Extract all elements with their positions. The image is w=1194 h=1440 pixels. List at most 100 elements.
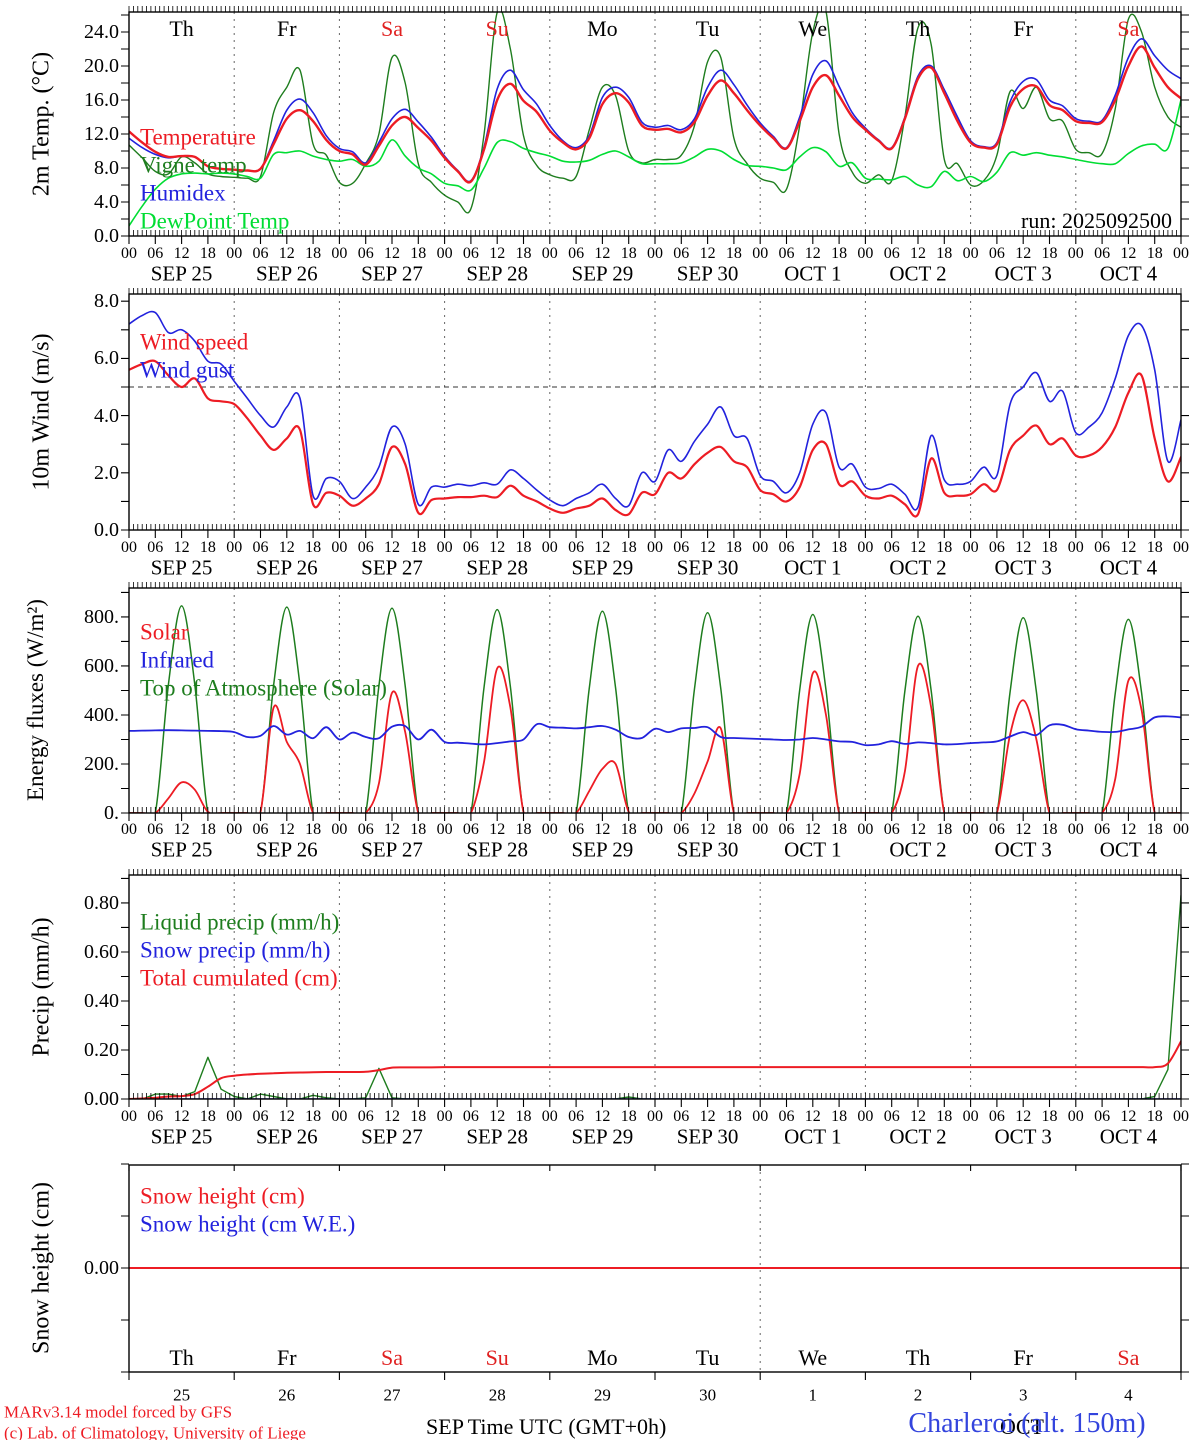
x-tick-label: 00 [1067,821,1084,838]
date-label: SEP 27 [361,1124,423,1149]
y-ticks [121,14,1189,237]
x-tick-label: 12 [489,821,506,838]
series-line-solar [129,662,1181,813]
date-label: OCT 4 [1099,837,1158,862]
six-hour-ticks [128,530,1182,538]
date-label: OCT 1 [784,837,842,862]
y-axis-title-energy: Energy fluxes (W/m²) [23,599,48,801]
x-tick-label: 06 [357,245,374,262]
x-tick-label: 00 [226,821,243,838]
x-tick-label: 00 [962,245,979,262]
x-tick-label: 00 [1173,245,1189,262]
y-tick-label: 0.80 [84,891,119,914]
x-tick-label: 12 [173,1108,190,1125]
x-tick-label: 12 [278,821,295,838]
y-axis-title-precip: Precip (mm/h) [28,917,55,1057]
x-tick-label: 06 [988,1108,1005,1125]
y-axis-title-temp: 2m Temp. (°C) [28,51,55,197]
x-tick-label: 18 [410,821,427,838]
x-tick-label: 12 [910,245,926,262]
x-tick-label: 18 [936,245,953,262]
x-tick-label: 12 [699,539,716,556]
date-label: OCT 4 [1099,555,1158,580]
day-name-label: Th [169,1345,194,1370]
x-tick-label: 18 [515,821,532,838]
x-tick-label: 00 [962,1108,979,1125]
date-label: SEP 29 [571,1124,634,1149]
legend-temp-1: Vigne temp [140,152,247,178]
x-tick-label: 18 [620,821,637,838]
x-tick-label: 12 [489,539,506,556]
x-tick-label: 00 [121,539,137,556]
series-line-top-of-atmosphere [129,605,1181,813]
run-label: run: 2025092500 [1021,208,1172,233]
date-label: OCT 1 [784,1124,842,1149]
x-tick-label: 00 [1173,1108,1189,1125]
panel-wind [121,288,1189,538]
x-tick-label: 12 [910,1108,926,1125]
date-label: OCT 1 [784,261,842,286]
date-number-label: 2 [913,1385,923,1405]
y-tick-label: 0.20 [84,1038,119,1061]
y-tick-label: 0. [104,802,119,824]
y-ticks [121,1163,1189,1373]
x-tick-label: 12 [384,1108,400,1125]
x-tick-label: 12 [1015,539,1032,556]
date-number-label: 26 [278,1385,296,1405]
date-number-label: 28 [488,1385,506,1405]
x-tick-label: 18 [1146,1108,1163,1125]
x-tick-label: 12 [173,821,190,838]
x-tick-label: 06 [1094,821,1111,838]
x-tick-label: 18 [1146,539,1163,556]
x-tick-label: 12 [699,245,716,262]
y-tick-label: 0.0 [94,225,119,247]
day-name-label: Th [169,16,194,41]
date-label: SEP 29 [571,837,634,862]
x-tick-label: 18 [1041,539,1058,556]
series-line-wind-speed [129,359,1181,518]
panel-precip [121,869,1189,1107]
day-name-label: Tu [695,1345,720,1370]
x-tick-label: 06 [568,1108,585,1125]
x-tick-label: 00 [647,245,663,262]
x-tick-label: 06 [462,821,479,838]
x-tick-label: 12 [278,539,295,556]
date-number-label: 27 [383,1385,401,1405]
legend-wind-0: Wind speed [140,329,249,355]
x-tick-label: 00 [331,821,348,838]
x-tick-label: 00 [331,539,348,556]
x-tick-label: 06 [147,245,164,262]
x-tick-label: 00 [121,245,137,262]
x-tick-label: 18 [725,539,742,556]
x-tick-label: 12 [173,539,190,556]
x-tick-label: 18 [936,1108,953,1125]
x-tick-label: 06 [357,539,374,556]
panel-snow [121,1163,1189,1380]
date-label: SEP 30 [676,837,739,862]
day-name-label: Sa [1117,1345,1140,1370]
date-label: SEP 30 [676,555,739,580]
date-label: OCT 4 [1099,1124,1158,1149]
y-tick-label: 16.0 [84,88,119,111]
x-tick-label: 18 [410,1108,427,1125]
x-tick-label: 18 [725,1108,742,1125]
x-tick-label: 06 [357,821,374,838]
x-tick-label: 12 [1120,245,1137,262]
x-tick-label: 18 [199,539,216,556]
date-label: SEP 29 [571,261,634,286]
x-tick-label: 06 [462,1108,479,1125]
date-label: SEP 28 [466,837,529,862]
x-tick-label: 00 [121,821,137,838]
y-tick-label: 200. [84,752,119,775]
x-tick-label: 18 [725,821,742,838]
x-tick-label: 12 [489,1108,506,1125]
date-label: SEP 26 [255,837,318,862]
panel-temp [121,6,1189,244]
hour-tick-comb [128,6,1182,236]
x-tick-label: 00 [541,245,558,262]
x-tick-label: 00 [752,245,769,262]
x-tick-label: 06 [1094,1108,1111,1125]
x-tick-label: 12 [594,539,611,556]
x-tick-label: 18 [620,1108,637,1125]
